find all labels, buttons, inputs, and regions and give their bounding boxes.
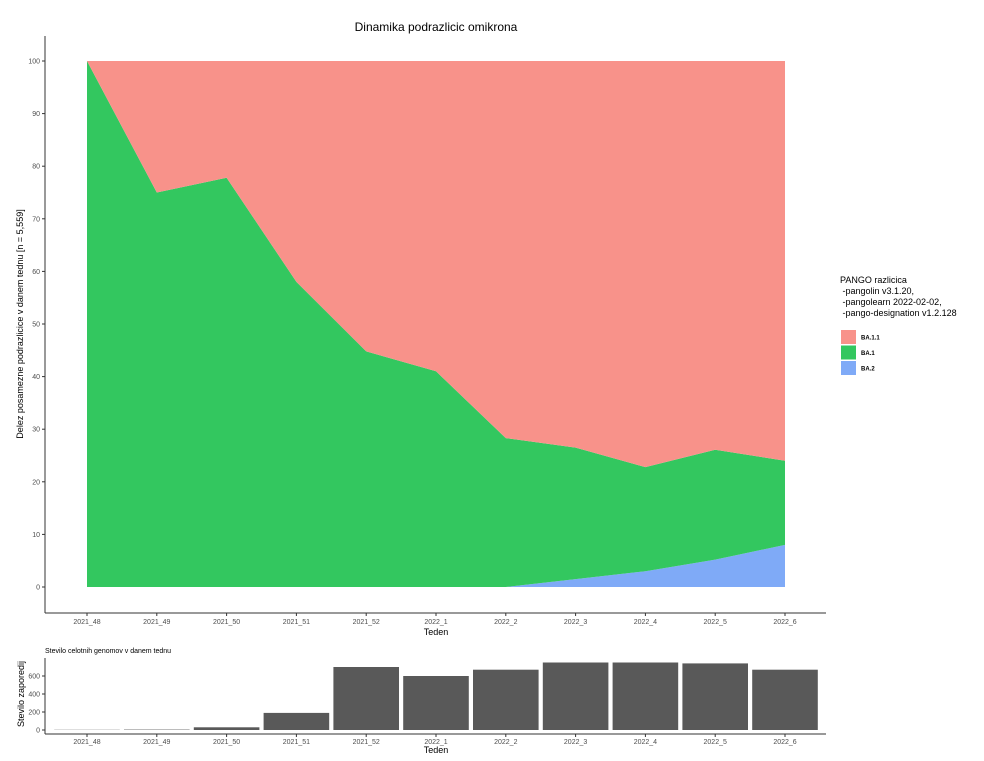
x-tick-label: 2022_4	[634, 619, 657, 626]
bar	[193, 727, 260, 730]
x-tick-label: 2022_5	[704, 619, 727, 626]
x-tick-label: 2022_6	[773, 619, 796, 626]
y-tick-label: 10	[32, 532, 40, 539]
legend-title-line-3: -pangolearn 2022-02-02,	[840, 297, 942, 307]
y-axis-title: Delez posamezne podrazlicice v danem ted…	[15, 209, 25, 438]
legend-swatch	[841, 361, 856, 375]
x-tick-label: 2021_51	[283, 619, 310, 626]
bar-y-axis-ticks: 0 200 400 600	[28, 674, 45, 735]
legend-swatch	[841, 345, 856, 360]
legend-swatch	[841, 330, 856, 344]
bar-x-tick-label: 2021_52	[353, 739, 380, 746]
y-tick-label: 60	[32, 269, 40, 276]
bar	[333, 667, 399, 730]
area-ba-2	[87, 544, 785, 587]
bar-x-tick-label: 2021_49	[143, 739, 170, 746]
x-tick-label: 2021_49	[143, 619, 170, 626]
y-tick-label: 100	[28, 59, 40, 66]
legend: PANGO razlicica -pangolin v3.1.20, -pang…	[840, 275, 957, 375]
legend-label: BA.1	[861, 351, 875, 357]
bar-x-tick-label: 2022_1	[424, 739, 447, 746]
y-axis-ticks: 0 10 20 30 40 50 60 70 80 90 100	[28, 59, 45, 592]
x-tick-label: 2021_50	[213, 619, 240, 626]
area-ba-1	[87, 61, 785, 587]
x-tick-label: 2022_3	[564, 619, 587, 626]
legend-title-line-2: -pangolin v3.1.20,	[840, 286, 914, 296]
bar	[612, 662, 679, 730]
bar-x-tick-label: 2022_5	[704, 739, 727, 746]
bar-y-axis-title: Stevilo zaporedij	[16, 661, 26, 727]
legend-title-line-4: -pango-designation v1.2.128	[840, 308, 957, 318]
bar	[542, 662, 609, 730]
bar-x-tick-label: 2021_48	[73, 739, 100, 746]
bar-x-tick-label: 2021_50	[213, 739, 240, 746]
y-tick-label: 40	[32, 374, 40, 381]
legend-title-line-1: PANGO razlicica	[840, 275, 907, 285]
bar-series	[54, 662, 818, 730]
bar-y-tick-label: 600	[28, 674, 40, 681]
bar-x-tick-label: 2022_2	[494, 739, 517, 746]
bar-chart-title: Stevilo celotnih genomov v danem tednu	[45, 648, 171, 655]
bar-y-tick-label: 400	[28, 692, 40, 699]
y-tick-label: 70	[32, 216, 40, 223]
y-tick-label: 80	[32, 164, 40, 171]
bar-x-tick-label: 2021_51	[283, 739, 310, 746]
x-tick-label: 2022_1	[424, 619, 447, 626]
x-tick-label: 2022_2	[494, 619, 517, 626]
bar-y-tick-label: 200	[28, 710, 40, 717]
y-tick-label: 90	[32, 111, 40, 118]
bar-y-tick-label: 0	[36, 728, 40, 735]
x-axis-ticks: 2021_48 2021_49 2021_50 2021_51 2021_52 2022_…	[73, 613, 797, 626]
x-axis-title: Teden	[424, 627, 449, 637]
bar	[682, 663, 748, 730]
legend-label: BA.1.1	[861, 336, 880, 342]
bar-x-axis-title: Teden	[424, 745, 449, 755]
area-series	[87, 61, 785, 587]
y-tick-label: 20	[32, 479, 40, 486]
bar	[473, 669, 539, 730]
area-ba-1-1	[87, 61, 785, 468]
bar-x-tick-label: 2022_3	[564, 739, 587, 746]
chart-title: Dinamika podrazlicic omikrona	[355, 20, 518, 34]
bar	[752, 669, 818, 730]
bar-x-axis-ticks: 2021_48 2021_49 2021_50 2021_51 2021_52 2022_…	[73, 734, 797, 746]
bar-x-tick-label: 2022_6	[773, 739, 796, 746]
y-tick-label: 50	[32, 322, 40, 329]
bar	[403, 676, 469, 730]
legend-label: BA.2	[861, 367, 875, 373]
y-tick-label: 30	[32, 427, 40, 434]
x-tick-label: 2021_48	[73, 619, 100, 626]
x-tick-label: 2021_52	[353, 619, 380, 626]
bar	[263, 712, 330, 730]
bar-x-tick-label: 2022_4	[634, 739, 657, 746]
y-tick-label: 0	[36, 585, 40, 592]
